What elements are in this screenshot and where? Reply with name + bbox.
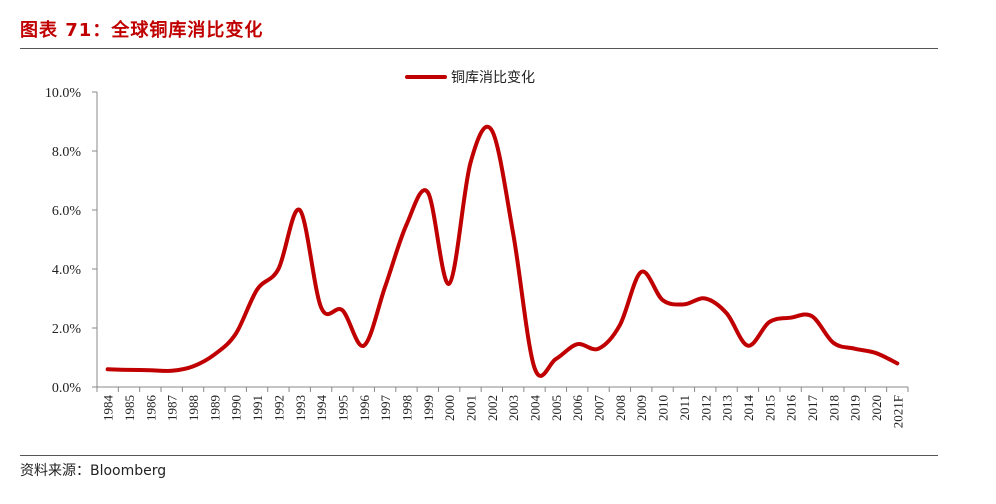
- data-point: [641, 271, 642, 272]
- x-axis: 1984 1985 1986 1987 1988 1989 1990 1991 1992 1993…: [96, 386, 909, 428]
- x-tick-label: 1997: [378, 395, 393, 422]
- x-tick-label: 2005: [549, 395, 564, 421]
- data-point: [449, 283, 450, 284]
- data-point: [726, 313, 727, 314]
- x-tick-label: 2020: [869, 395, 884, 421]
- x-tick-label: 1994: [314, 395, 329, 422]
- data-point: [193, 366, 194, 367]
- y-tick-label: 4.0%: [52, 263, 82, 278]
- x-tick-label: 1993: [293, 395, 308, 421]
- x-tick-label: 1984: [101, 395, 116, 422]
- data-point: [235, 333, 236, 334]
- data-point: [534, 367, 535, 368]
- x-tick-label: 2014: [741, 395, 756, 422]
- footer-divider: [20, 455, 938, 456]
- y-tick-label: 6.0%: [52, 204, 82, 219]
- x-tick-label: 1990: [229, 395, 244, 421]
- data-point: [598, 348, 599, 349]
- data-point: [257, 289, 258, 290]
- data-point: [790, 317, 791, 318]
- x-tick-label: 2015: [762, 395, 777, 421]
- x-tick-label: 2012: [698, 395, 713, 421]
- x-tick-label: 2017: [805, 395, 820, 422]
- data-point: [683, 304, 684, 305]
- x-tick-label: 2006: [570, 395, 585, 422]
- data-point: [171, 370, 172, 371]
- x-tick-label: 2018: [826, 395, 841, 421]
- data-point: [705, 298, 706, 299]
- data-point: [321, 307, 322, 308]
- x-tick-label: 2007: [592, 395, 607, 422]
- x-tick-label: 2016: [784, 395, 799, 422]
- y-tick-label: 8.0%: [52, 145, 82, 160]
- chart-title: 图表 71：全球铜库消比变化: [20, 20, 264, 41]
- data-point: [555, 358, 556, 359]
- x-tick-label: 1988: [186, 395, 201, 421]
- x-tick-label: 1992: [271, 395, 286, 421]
- data-point: [491, 130, 492, 131]
- x-tick-label: 1996: [357, 395, 372, 422]
- x-tick-label: 1987: [165, 395, 180, 422]
- x-tick-label: 2011: [677, 395, 692, 421]
- data-point: [129, 369, 130, 370]
- x-tick-label: 1986: [143, 395, 158, 422]
- line-chart: 0.0%2.0%4.0%6.0%8.0%10.0% 1984 1985 1986 19…: [45, 70, 909, 428]
- x-tick-label: 1995: [335, 395, 350, 421]
- data-point: [342, 310, 343, 311]
- source-note: 资料来源：Bloomberg: [20, 463, 167, 479]
- data-point: [897, 363, 898, 364]
- header-divider: [20, 48, 938, 49]
- data-point: [299, 210, 300, 211]
- x-tick-label: 1985: [122, 395, 137, 421]
- x-tick-label: 1998: [399, 395, 414, 421]
- data-point: [406, 224, 407, 225]
- data-point: [619, 325, 620, 326]
- data-point: [278, 269, 279, 270]
- x-tick-label: 2002: [485, 395, 500, 421]
- data-point: [470, 162, 471, 163]
- x-tick-label: 2021F: [890, 395, 905, 428]
- x-tick-label: 2019: [848, 395, 863, 421]
- x-tick-label: 2010: [656, 395, 671, 421]
- series-line-0: [105, 124, 900, 378]
- data-point: [214, 354, 215, 355]
- data-point: [385, 286, 386, 287]
- data-point: [513, 233, 514, 234]
- x-tick-label: 2001: [463, 395, 478, 421]
- data-point: [747, 345, 748, 346]
- x-tick-label: 1991: [250, 395, 265, 421]
- y-tick-label: 10.0%: [45, 86, 82, 101]
- x-tick-label: 2000: [442, 395, 457, 421]
- y-axis: 0.0% 2.0% 4.0% 6.0% 8.0% 10.0%: [45, 86, 98, 396]
- x-tick-label: 1999: [421, 395, 436, 421]
- data-point: [769, 322, 770, 323]
- x-tick-label: 2008: [613, 395, 628, 421]
- y-tick-label: 0.0%: [52, 381, 82, 396]
- data-point: [854, 348, 855, 349]
- data-point: [150, 370, 151, 371]
- data-point: [107, 369, 108, 370]
- legend: 铜库消比变化: [405, 70, 535, 86]
- x-tick-label: 2013: [720, 395, 735, 421]
- data-point: [427, 192, 428, 193]
- data-point: [811, 316, 812, 317]
- x-tick-label: 1989: [207, 395, 222, 421]
- data-point: [577, 344, 578, 345]
- series-lines: [105, 124, 900, 378]
- chart-area: 0.0% 2.0% 4.0% 6.0% 8.0% 10.0% 1984 1985 1986 19…: [0, 50, 996, 460]
- data-point: [875, 353, 876, 354]
- y-tick-label: 2.0%: [52, 322, 82, 337]
- data-point: [833, 342, 834, 343]
- data-point: [363, 345, 364, 346]
- x-tick-label: 2009: [634, 395, 649, 421]
- legend-label: 铜库消比变化: [451, 70, 535, 86]
- x-tick-label: 2003: [506, 395, 521, 421]
- x-tick-label: 2004: [528, 395, 543, 422]
- data-point: [662, 299, 663, 300]
